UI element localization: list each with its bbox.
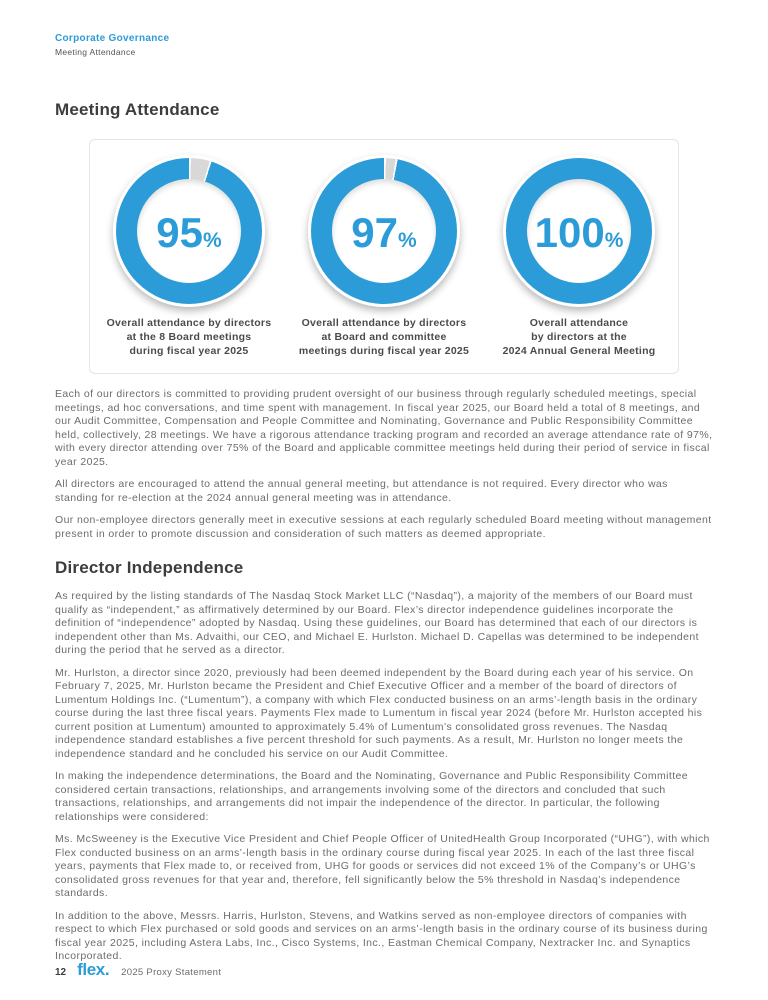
donut-caption: Overall attendance by directors at the 2…	[502, 317, 656, 357]
donut-label-100: 100%	[527, 179, 631, 283]
donut-caption: Overall attendance by directors at the 8…	[106, 317, 272, 357]
breadcrumb: Corporate Governance Meeting Attendance	[55, 33, 169, 57]
body-paragraph: All directors are encouraged to attend t…	[55, 478, 668, 504]
donut-label-97: 97%	[332, 179, 436, 283]
donut-chart-95: 95%	[113, 155, 265, 307]
donut-value: 95	[156, 209, 204, 256]
donut-label-95: 95%	[137, 179, 241, 283]
section-title-director-independence: Director Independence	[55, 558, 244, 577]
donut-center-100: 100%	[527, 179, 631, 283]
flex-logo: flex.	[77, 960, 110, 979]
donut-chart-97: 97%	[308, 155, 460, 307]
body-paragraph: Each of our directors is committed to pr…	[55, 388, 713, 468]
attendance-chart-board-meetings: 95% Overall attendance by directors at t…	[93, 155, 285, 358]
body-content: Each of our directors is committed to pr…	[55, 388, 713, 973]
page-title: Meeting Attendance	[55, 100, 220, 119]
body-paragraph: Mr. Hurlston, a director since 2020, pre…	[55, 666, 703, 760]
donut-value: 100	[534, 209, 605, 256]
body-paragraph: As required by the listing standards of …	[55, 590, 699, 656]
footer-document-label: 2025 Proxy Statement	[121, 967, 222, 978]
donut-caption: Overall attendance by directors at Board…	[298, 317, 470, 357]
attendance-chart-annual-general-meeting: 100% Overall attendance by directors at …	[483, 155, 675, 358]
breadcrumb-section: Corporate Governance	[55, 33, 170, 44]
page-number: 12	[55, 967, 67, 978]
body-paragraph: Ms. McSweeney is the Executive Vice Pres…	[55, 833, 710, 899]
percent-sign: %	[604, 229, 624, 252]
donut-center-97: 97%	[332, 179, 436, 283]
page-footer: 12 flex. 2025 Proxy Statement	[55, 960, 221, 980]
attendance-charts-panel: 95% Overall attendance by directors at t…	[89, 139, 679, 374]
percent-sign: %	[203, 229, 222, 252]
donut-value: 97	[351, 209, 399, 256]
body-paragraph: In addition to the above, Messrs. Harris…	[55, 909, 708, 963]
breadcrumb-subsection: Meeting Attendance	[55, 47, 136, 57]
percent-sign: %	[398, 229, 417, 252]
body-paragraph: Our non-employee directors generally mee…	[55, 514, 712, 540]
donut-center-95: 95%	[137, 179, 241, 283]
donut-chart-100: 100%	[503, 155, 655, 307]
attendance-chart-board-and-committee: 97% Overall attendance by directors at B…	[288, 155, 480, 358]
body-paragraph: In making the independence determination…	[55, 770, 689, 823]
